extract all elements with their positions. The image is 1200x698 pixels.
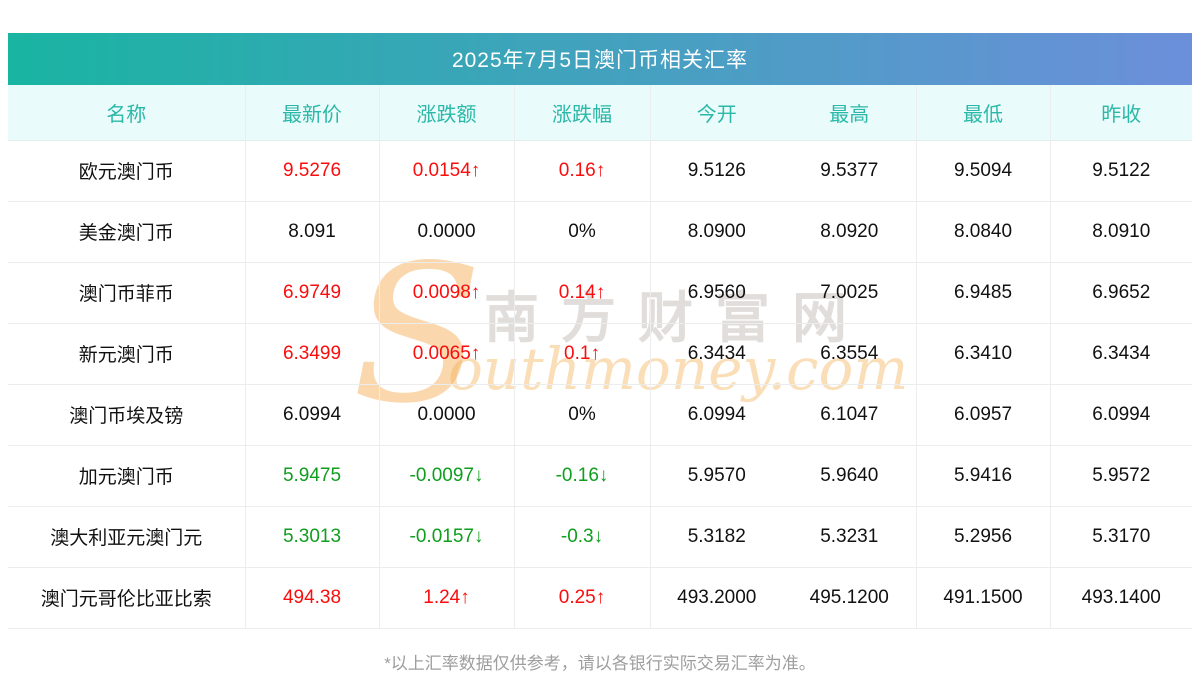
cell-pct: -0.16↓ (514, 445, 651, 506)
cell-change: 0.0154↑ (379, 140, 515, 201)
cell-open: 493.2000 (677, 586, 757, 608)
cell-name: 澳门币埃及镑 (8, 384, 246, 445)
cell-latest: 5.9475 (245, 445, 380, 506)
cell-open: 8.0900 (687, 220, 746, 242)
cell-prev: 9.5122 (1092, 159, 1151, 181)
cell-pct: 0% (514, 201, 651, 262)
cell-pct: 0.16↑ (514, 140, 651, 201)
cell-high: 6.1047 (783, 384, 917, 445)
cell-prev: 5.3170 (1092, 525, 1151, 547)
cell-pct: 0% (514, 384, 651, 445)
cell-change: 1.24↑ (379, 567, 515, 628)
cell-name: 美金澳门币 (8, 201, 246, 262)
cell-name: 澳门币菲币 (8, 262, 246, 323)
cell-latest: 6.0994 (245, 384, 380, 445)
cell-low: 5.9416 (916, 445, 1051, 506)
cell-high: 5.9640 (783, 445, 917, 506)
cell-low: 6.3410 (916, 323, 1051, 384)
cell-open: 6.3434 (687, 342, 746, 364)
table-header-row: 名称 最新价 涨跌额 涨跌幅 今开 最高 最低 昨收 (8, 85, 1192, 140)
column-header: 涨跌额 (379, 85, 515, 140)
disclaimer-note: *以上汇率数据仅供参考，请以各银行实际交易汇率为准。 (384, 654, 816, 673)
cell-change: 0.0065↑ (379, 323, 515, 384)
table-row: 澳门币菲币 6.9749 0.0098↑ 0.14↑ 6.9560 7.0025 6.948… (8, 262, 1192, 323)
cell-prev: 6.3434 (1092, 342, 1151, 364)
cell-prev: 8.0910 (1092, 220, 1151, 242)
cell-name: 澳门元哥伦比亚比索 (8, 567, 246, 628)
cell-low: 9.5094 (916, 140, 1051, 201)
cell-name: 澳大利亚元澳门元 (8, 506, 246, 567)
cell-change: 0.0000 (379, 384, 515, 445)
cell-low: 5.2956 (916, 506, 1051, 567)
cell-open: 6.9560 (687, 281, 746, 303)
cell-prev: 5.9572 (1092, 464, 1151, 486)
column-header: 昨收 (1101, 103, 1142, 126)
cell-pct: 0.25↑ (514, 567, 651, 628)
cell-open: 6.0994 (687, 403, 746, 425)
table-row: 加元澳门币 5.9475 -0.0097↓ -0.16↓ 5.9570 5.9640 5.9… (8, 445, 1192, 506)
column-header: 最低 (916, 85, 1051, 140)
column-header: 最高 (783, 85, 917, 140)
cell-latest: 8.091 (245, 201, 380, 262)
cell-latest: 6.3499 (245, 323, 380, 384)
cell-high: 5.3231 (783, 506, 917, 567)
cell-name: 加元澳门币 (8, 445, 246, 506)
cell-latest: 494.38 (245, 567, 380, 628)
cell-prev: 493.1400 (1081, 586, 1161, 608)
cell-pct: 0.1↑ (514, 323, 651, 384)
column-header: 名称 (8, 85, 246, 140)
cell-high: 9.5377 (783, 140, 917, 201)
cell-change: -0.0157↓ (379, 506, 515, 567)
column-header: 涨跌幅 (514, 85, 651, 140)
table-row: 新元澳门币 6.3499 0.0065↑ 0.1↑ 6.3434 6.3554 6.3410… (8, 323, 1192, 384)
exchange-rate-table: 名称 最新价 涨跌额 涨跌幅 今开 最高 最低 昨收 欧元澳门币 9.5276 0.0154↑ 0.… (8, 85, 1192, 629)
cell-latest: 6.9749 (245, 262, 380, 323)
cell-change: 0.0000 (379, 201, 515, 262)
table-title: 2025年7月5日澳门币相关汇率 (451, 49, 749, 72)
cell-low: 491.1500 (916, 567, 1051, 628)
cell-low: 6.0957 (916, 384, 1051, 445)
cell-open: 5.3182 (687, 525, 746, 547)
column-header: 今开 (696, 103, 737, 126)
cell-change: -0.0097↓ (379, 445, 515, 506)
cell-prev: 6.0994 (1092, 403, 1151, 425)
cell-high: 495.1200 (783, 567, 917, 628)
table-row: 澳门币埃及镑 6.0994 0.0000 0% 6.0994 6.1047 6.0957 6.… (8, 384, 1192, 445)
cell-latest: 5.3013 (245, 506, 380, 567)
cell-name: 欧元澳门币 (8, 140, 246, 201)
cell-low: 6.9485 (916, 262, 1051, 323)
cell-pct: 0.14↑ (514, 262, 651, 323)
table-row: 欧元澳门币 9.5276 0.0154↑ 0.16↑ 9.5126 9.5377 9.509… (8, 140, 1192, 201)
column-header: 最新价 (245, 85, 380, 140)
cell-latest: 9.5276 (245, 140, 380, 201)
table-row: 澳大利亚元澳门元 5.3013 -0.0157↓ -0.3↓ 5.3182 5.3231 5… (8, 506, 1192, 567)
table-row: 澳门元哥伦比亚比索 494.38 1.24↑ 0.25↑ 493.2000 495.120… (8, 567, 1192, 628)
cell-prev: 6.9652 (1092, 281, 1151, 303)
cell-high: 6.3554 (783, 323, 917, 384)
cell-high: 8.0920 (783, 201, 917, 262)
cell-pct: -0.3↓ (514, 506, 651, 567)
cell-low: 8.0840 (916, 201, 1051, 262)
cell-high: 7.0025 (783, 262, 917, 323)
cell-change: 0.0098↑ (379, 262, 515, 323)
cell-name: 新元澳门币 (8, 323, 246, 384)
table-title-bar: 2025年7月5日澳门币相关汇率 (8, 33, 1192, 85)
cell-open: 9.5126 (687, 159, 746, 181)
table-row: 美金澳门币 8.091 0.0000 0% 8.0900 8.0920 8.0840 8.09… (8, 201, 1192, 262)
cell-open: 5.9570 (687, 464, 746, 486)
